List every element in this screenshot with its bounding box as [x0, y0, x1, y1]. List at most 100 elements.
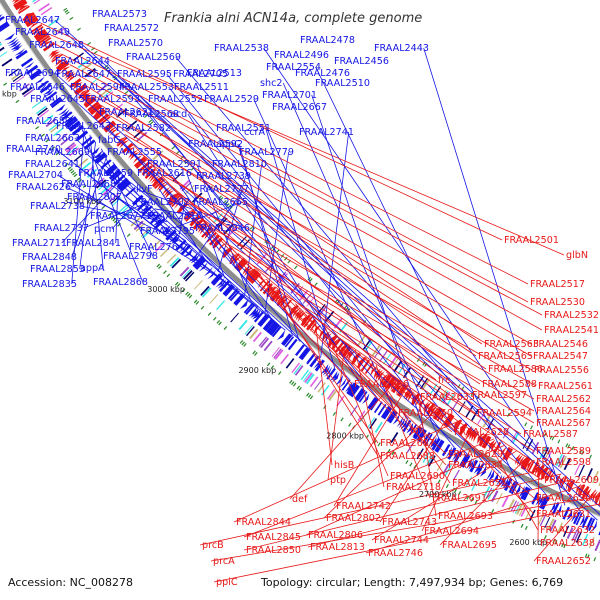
reverse-gene	[345, 348, 354, 360]
forward-gene	[0, 14, 3, 18]
reverse-gene	[541, 466, 547, 479]
reverse-gene	[392, 381, 402, 394]
forward-gene	[284, 336, 295, 348]
feature-block	[271, 347, 280, 357]
feature-block	[179, 266, 190, 277]
gc-mark	[166, 273, 171, 278]
reverse-gene	[331, 338, 340, 349]
forward-gene-label: FRAAL2570	[108, 38, 163, 49]
reverse-gene	[197, 223, 208, 234]
forward-gene	[500, 476, 507, 488]
forward-gene	[355, 389, 366, 402]
gc-mark	[571, 446, 575, 451]
forward-connector	[71, 155, 108, 258]
reverse-gene-label: FRAAL2562	[536, 394, 591, 405]
forward-gene	[445, 446, 453, 458]
reverse-connector	[537, 462, 540, 544]
reverse-gene	[154, 178, 165, 190]
feature-block	[429, 383, 438, 396]
reverse-gene-label: ppiC	[216, 577, 238, 588]
gc-mark	[292, 382, 297, 387]
reverse-gene	[18, 5, 30, 15]
forward-gene-label: FRAAL2478	[300, 35, 355, 46]
forward-gene	[331, 372, 340, 383]
feature-block	[274, 349, 284, 360]
reverse-gene	[13, 0, 25, 7]
reverse-gene	[382, 374, 393, 387]
feature-block	[64, 142, 75, 151]
genome-backbone	[0, 0, 600, 517]
forward-gene-label: FRAAL2646	[10, 82, 65, 93]
reverse-gene-label: int	[410, 425, 423, 436]
gc-mark	[323, 405, 327, 410]
gc-mark	[520, 523, 524, 528]
forward-gene-label: FRAAL2741	[299, 127, 354, 138]
reverse-gene	[69, 78, 82, 89]
reverse-connector	[47, 33, 565, 256]
feature-block	[45, 118, 57, 128]
forward-gene	[348, 383, 359, 397]
forward-gene-label: FRAAL2701	[262, 90, 317, 101]
forward-connector	[186, 172, 226, 278]
reverse-gene	[297, 311, 306, 323]
reverse-gene	[232, 256, 242, 266]
forward-connector	[57, 174, 239, 291]
reverse-gene	[335, 340, 345, 353]
feature-block	[280, 353, 289, 365]
reverse-gene-label: FRAAL2850	[246, 545, 301, 556]
forward-gene	[269, 324, 280, 336]
feature-block	[11, 71, 22, 81]
feature-block	[37, 107, 48, 116]
reverse-gene	[276, 294, 285, 305]
forward-gene	[326, 367, 336, 380]
forward-gene	[572, 511, 579, 524]
forward-gene-label: ccrA	[244, 127, 265, 138]
gc-mark	[554, 540, 558, 545]
reverse-gene	[149, 173, 159, 183]
reverse-gene-label: FRAAL2598	[536, 457, 591, 468]
forward-gene	[473, 462, 481, 474]
feature-block	[421, 378, 430, 391]
reverse-gene	[89, 103, 101, 114]
forward-gene	[271, 325, 282, 338]
reverse-connector	[174, 190, 471, 396]
reverse-gene	[381, 373, 391, 386]
forward-gene	[514, 483, 521, 496]
reverse-gene	[39, 37, 52, 46]
forward-gene-label: FRAAL2456	[334, 56, 389, 67]
forward-gene-label: appA	[80, 263, 105, 274]
feature-block	[263, 340, 273, 352]
reverse-gene	[74, 85, 87, 96]
feature-block	[69, 147, 80, 157]
forward-gene	[427, 435, 435, 447]
feature-block	[84, 165, 95, 175]
forward-gene	[210, 273, 220, 283]
reverse-gene-label: FRAAL2589	[536, 446, 591, 457]
gc-mark	[45, 139, 50, 143]
gc-mark	[565, 443, 569, 448]
feature-block	[571, 529, 578, 541]
feature-block	[252, 331, 262, 343]
gc-mark	[226, 203, 230, 207]
forward-gene-label: FRAAL2621	[99, 107, 154, 118]
feature-block	[294, 365, 304, 376]
forward-gene	[0, 23, 10, 32]
reverse-gene	[128, 150, 138, 159]
reverse-gene	[555, 473, 562, 486]
reverse-connector	[375, 364, 431, 499]
forward-gene-label: FRAAL2738	[30, 201, 85, 212]
gc-mark	[185, 291, 189, 296]
gc-mark	[223, 326, 228, 330]
forward-gene-label: FRAAL2677	[90, 211, 145, 222]
reverse-gene	[22, 12, 34, 20]
reverse-gene	[147, 171, 158, 181]
reverse-gene	[504, 448, 514, 461]
forward-gene-label: FRAAL2595	[117, 69, 172, 80]
forward-connector	[134, 98, 409, 420]
forward-gene	[113, 174, 124, 184]
gc-mark	[524, 422, 528, 427]
gc-mark	[181, 288, 186, 292]
reverse-gene-label: FRAAL2844	[236, 517, 291, 528]
reverse-gene	[351, 352, 360, 364]
